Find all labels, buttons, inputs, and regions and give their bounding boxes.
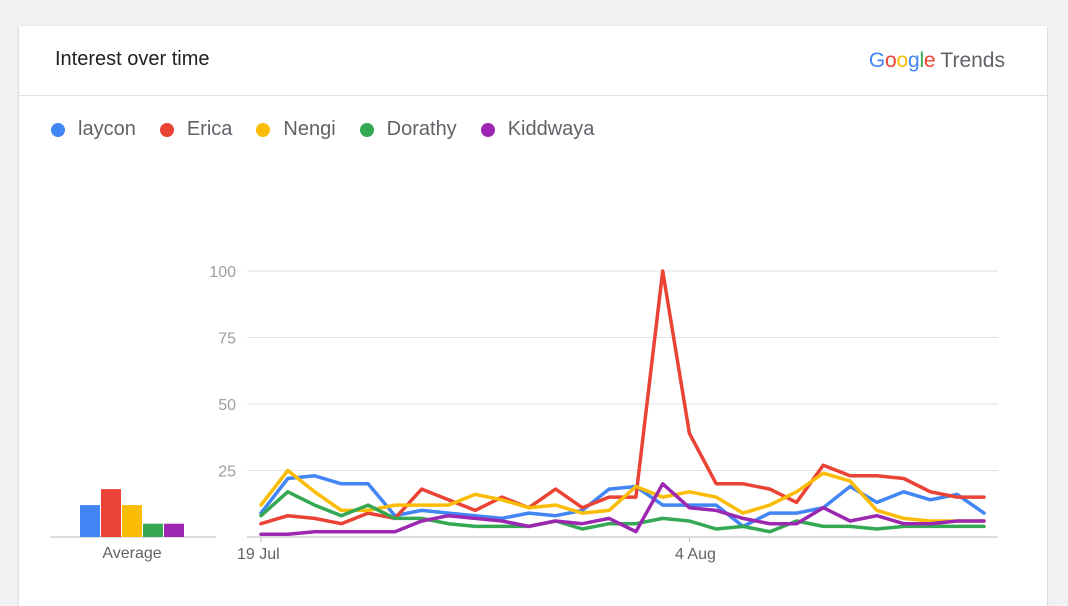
y-tick-label: 100 — [209, 264, 236, 281]
google-trends-logo[interactable]: Google Trends — [869, 49, 1005, 73]
y-tick-label: 50 — [218, 397, 236, 414]
trends-wordmark: Trends — [940, 49, 1005, 72]
x-tick-label: 4 Aug — [675, 546, 716, 563]
series-line-nengi — [259, 468, 986, 523]
interest-chart: 25 50 75 100 19 Jul 4 Aug Average — [50, 264, 998, 563]
chart-title: Interest over time — [55, 48, 210, 70]
brand-letter: l — [919, 49, 924, 72]
legend-dot-icon — [359, 122, 374, 137]
legend-dot-icon — [256, 122, 271, 137]
brand-letter: o — [885, 49, 897, 72]
legend-dot-icon — [51, 122, 65, 137]
average-label: Average — [102, 545, 161, 562]
legend-item-erica[interactable]: Erica — [159, 118, 233, 141]
card-header: Interest over time Google Trends — [19, 26, 1047, 96]
chart-legend: laycon Erica Nengi Dorathy Kiddwaya — [51, 118, 618, 141]
y-tick-label: 25 — [218, 464, 236, 481]
legend-item-laycon[interactable]: laycon — [51, 118, 136, 141]
legend-label: Dorathy — [386, 118, 457, 140]
average-bar-nengi — [122, 505, 142, 537]
average-bar-erica — [101, 489, 121, 537]
brand-letter: o — [896, 49, 908, 72]
average-bar-dorathy — [143, 523, 163, 537]
average-bar-kiddwaya — [164, 523, 184, 537]
legend-label: laycon — [78, 118, 136, 140]
legend-label: Nengi — [283, 118, 336, 140]
series-line-laycon — [259, 474, 986, 529]
chart-card: Interest over time Google Trends laycon Er… — [19, 26, 1047, 606]
legend-item-dorathy[interactable]: Dorathy — [359, 118, 457, 141]
google-wordmark: Google — [869, 49, 936, 72]
brand-letter: e — [923, 49, 936, 72]
legend-item-nengi[interactable]: Nengi — [256, 118, 336, 141]
brand-letter: g — [907, 49, 920, 72]
legend-label: Erica — [186, 118, 233, 140]
y-tick-label: 75 — [218, 331, 236, 348]
average-bar-laycon — [80, 505, 100, 537]
legend-item-kiddwaya[interactable]: Kiddwaya — [480, 118, 595, 141]
x-tick-label: 19 Jul — [237, 546, 280, 563]
legend-dot-icon — [159, 122, 174, 137]
brand-letter: G — [868, 49, 885, 72]
legend-dot-icon — [480, 122, 495, 137]
series-line-kiddwaya — [259, 482, 986, 537]
legend-label: Kiddwaya — [507, 118, 595, 140]
